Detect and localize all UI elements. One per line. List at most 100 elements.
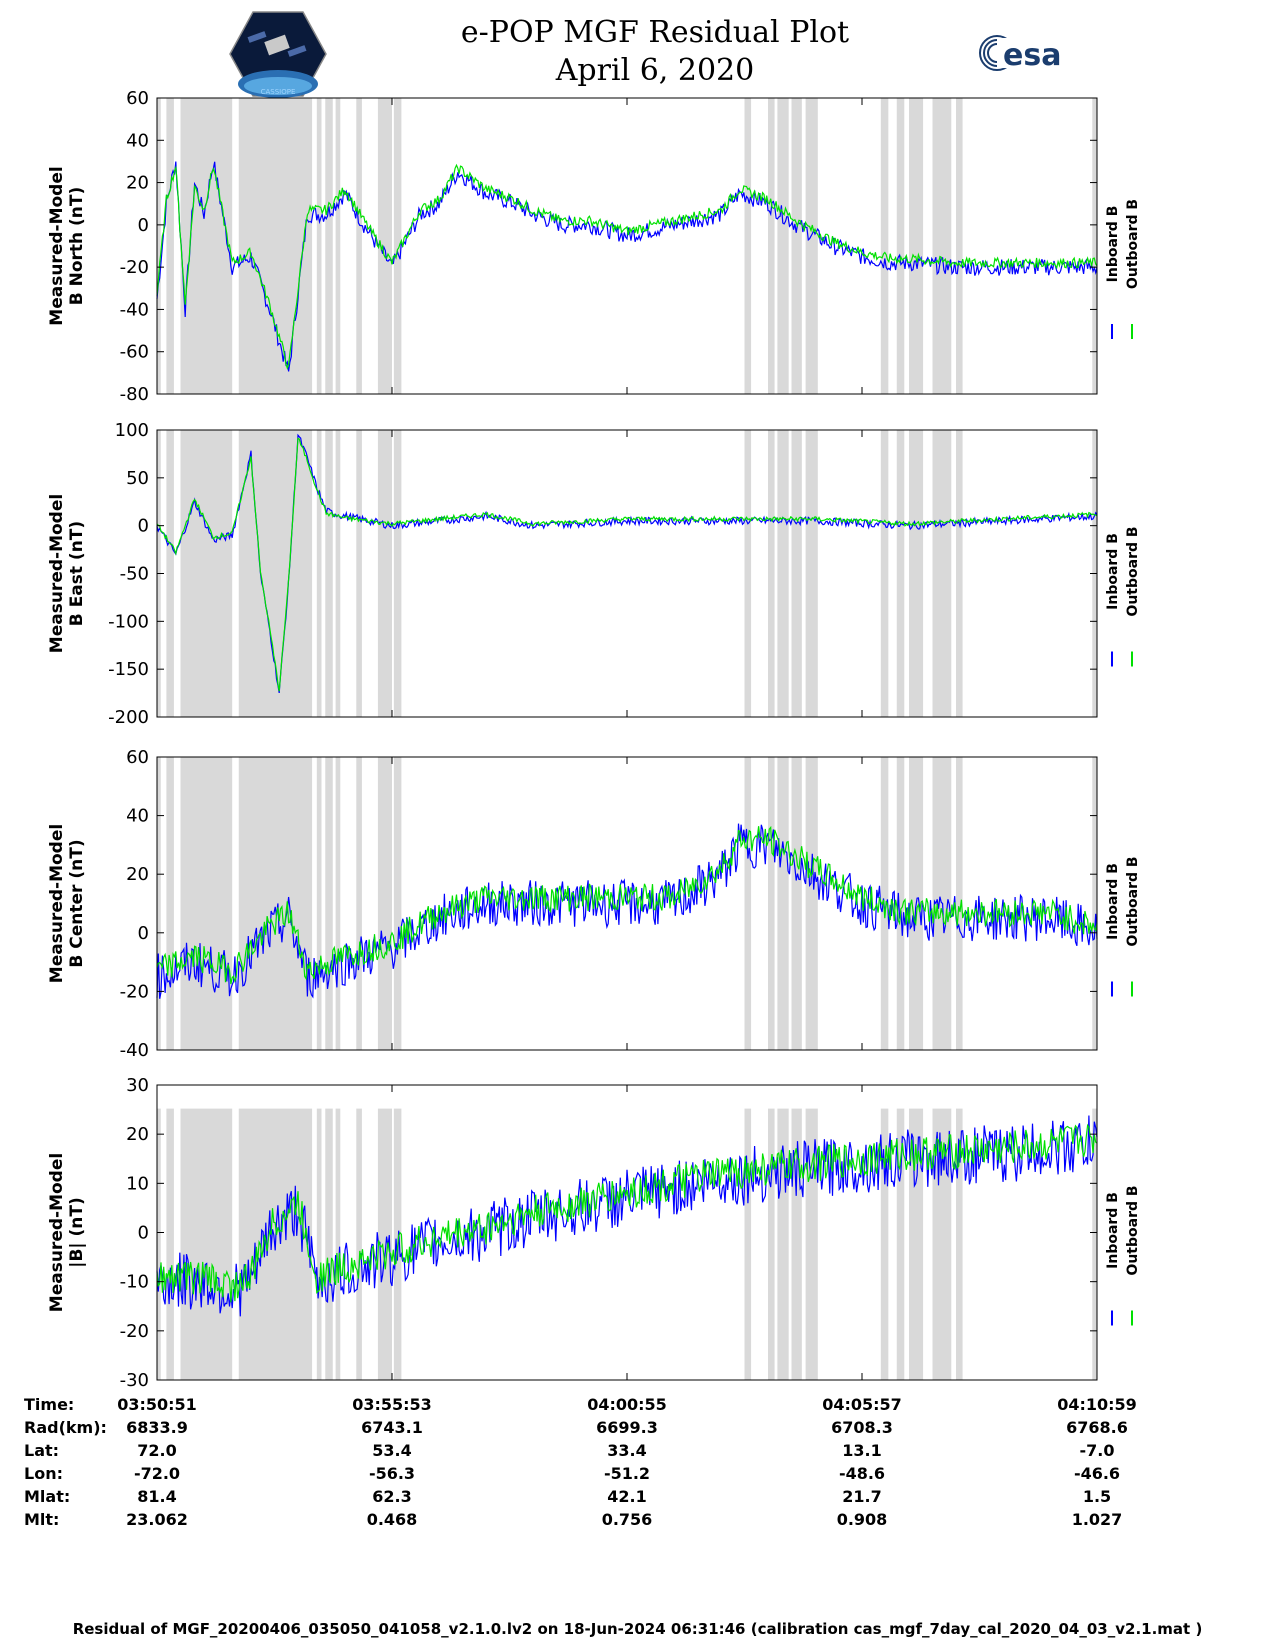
y-tick-label: 40	[126, 130, 149, 151]
gap-shade	[956, 757, 963, 1050]
legend-inboard-label: Inboard B	[1105, 863, 1121, 940]
gap-shade	[777, 430, 789, 717]
chart-title: e-POP MGF Residual Plot April 6, 2020	[0, 14, 1275, 90]
y-tick-label: 20	[126, 864, 149, 885]
gap-shade	[325, 430, 333, 717]
gap-shade	[356, 1108, 362, 1380]
legend-outboard-label: Outboard B	[1125, 199, 1141, 289]
gap-shade	[316, 757, 322, 1050]
gap-shade	[356, 430, 362, 717]
y-tick-label: 20	[126, 1124, 149, 1145]
gap-shade	[896, 1108, 905, 1380]
gap-shade	[932, 98, 952, 394]
gap-shade	[744, 757, 752, 1050]
gap-shade	[335, 1108, 341, 1380]
gap-shade	[805, 757, 818, 1050]
inboard-series-line	[156, 823, 1098, 999]
legend-outboard-label: Outboard B	[1125, 526, 1141, 616]
y-axis-label: Measured-ModelB East (nT)	[47, 494, 87, 653]
outboard-series-line	[156, 1123, 1098, 1303]
gap-shade	[880, 430, 889, 717]
legend: Inboard B Outboard B	[1105, 526, 1141, 667]
gap-shade	[393, 757, 402, 1050]
outboard-series-line	[156, 437, 1098, 692]
esa-logo: esa	[979, 35, 1061, 73]
gap-shade	[880, 98, 889, 394]
panel-2: -200 -150 -100 -50 0 50 100 Measured-ModelB Eas…	[47, 420, 1141, 728]
gap-shade	[956, 98, 963, 394]
gap-shade	[909, 430, 924, 717]
gap-shade	[791, 1108, 802, 1380]
gap-shade	[325, 98, 333, 394]
y-tick-label: -40	[120, 299, 149, 320]
legend-inboard-label: Inboard B	[1105, 533, 1121, 610]
gap-shade	[393, 98, 402, 394]
gap-shade	[166, 98, 174, 394]
y-tick-label: -20	[120, 257, 149, 278]
gap-shade	[956, 1108, 963, 1380]
y-tick-label: -50	[120, 564, 149, 585]
gap-shade	[325, 757, 333, 1050]
gap-shade	[1092, 757, 1097, 1050]
legend: Inboard B Outboard B	[1105, 199, 1141, 339]
gap-shade	[316, 98, 322, 394]
gap-shade	[896, 98, 905, 394]
esa-logo-text: esa	[1003, 38, 1061, 73]
legend-inboard-label: Inboard B	[1105, 206, 1121, 283]
y-tick-label: -150	[108, 659, 149, 680]
gap-shade	[805, 430, 818, 717]
outboard-series-line	[156, 825, 1098, 985]
gap-shade	[335, 430, 341, 717]
cassiope-logo-text: CASSIOPE	[261, 88, 296, 96]
legend: Inboard B Outboard B	[1105, 1185, 1141, 1326]
gap-shade	[777, 1108, 789, 1380]
y-tick-label: -40	[120, 1040, 149, 1061]
title-line-1: e-POP MGF Residual Plot	[460, 15, 850, 50]
gap-shade	[896, 757, 905, 1050]
gap-shade	[956, 430, 963, 717]
gap-shade	[166, 430, 174, 717]
y-tick-label: -200	[108, 707, 149, 728]
y-axis-label-line-2: B North (nT)	[67, 187, 87, 306]
gap-shade	[777, 98, 789, 394]
y-tick-label: 0	[138, 1223, 149, 1244]
gap-shade	[777, 757, 789, 1050]
y-tick-label: -20	[120, 1321, 149, 1342]
panel-4: -30 -20 -10 0 10 20 30 Measured-Model|B| (nT) In…	[47, 1075, 1141, 1391]
gap-shade	[180, 430, 233, 717]
gap-shade	[377, 430, 392, 717]
gap-shade	[157, 98, 161, 394]
gap-shade	[166, 757, 174, 1050]
gap-shade	[238, 98, 313, 394]
gap-shade	[180, 98, 233, 394]
y-axis-label-line-1: Measured-Model	[47, 1153, 67, 1312]
outboard-series-line	[156, 163, 1098, 370]
inboard-series-line	[156, 433, 1098, 693]
gap-shade	[325, 1108, 333, 1380]
gap-shade	[744, 430, 752, 717]
gap-shade	[180, 1108, 233, 1380]
gap-shade	[1092, 1108, 1097, 1380]
gap-shade	[238, 430, 313, 717]
y-axis-label-line-1: Measured-Model	[47, 166, 67, 325]
gap-shade	[238, 757, 313, 1050]
y-tick-label: -100	[108, 611, 149, 632]
y-axis-label-line-2: B Center (nT)	[67, 839, 87, 967]
cassiope-logo: CASSIOPE	[229, 11, 327, 98]
gap-shade	[744, 98, 752, 394]
y-tick-label: 0	[138, 215, 149, 236]
gap-shade	[157, 1108, 161, 1380]
gap-shade	[316, 1108, 322, 1380]
gap-shade	[791, 430, 802, 717]
y-tick-label: 30	[126, 1075, 149, 1096]
legend-outboard-label: Outboard B	[1125, 1185, 1141, 1275]
y-tick-label: 40	[126, 806, 149, 827]
y-axis-label: Measured-ModelB North (nT)	[47, 166, 87, 325]
footnote: Residual of MGF_20200406_035050_041058_v…	[72, 1620, 1203, 1638]
y-tick-label: 0	[138, 923, 149, 944]
gap-shade	[377, 98, 392, 394]
y-tick-label: 10	[126, 1173, 149, 1194]
gap-shade	[377, 1108, 392, 1380]
legend-outboard-label: Outboard B	[1125, 856, 1141, 946]
legend: Inboard B Outboard B	[1105, 856, 1141, 997]
